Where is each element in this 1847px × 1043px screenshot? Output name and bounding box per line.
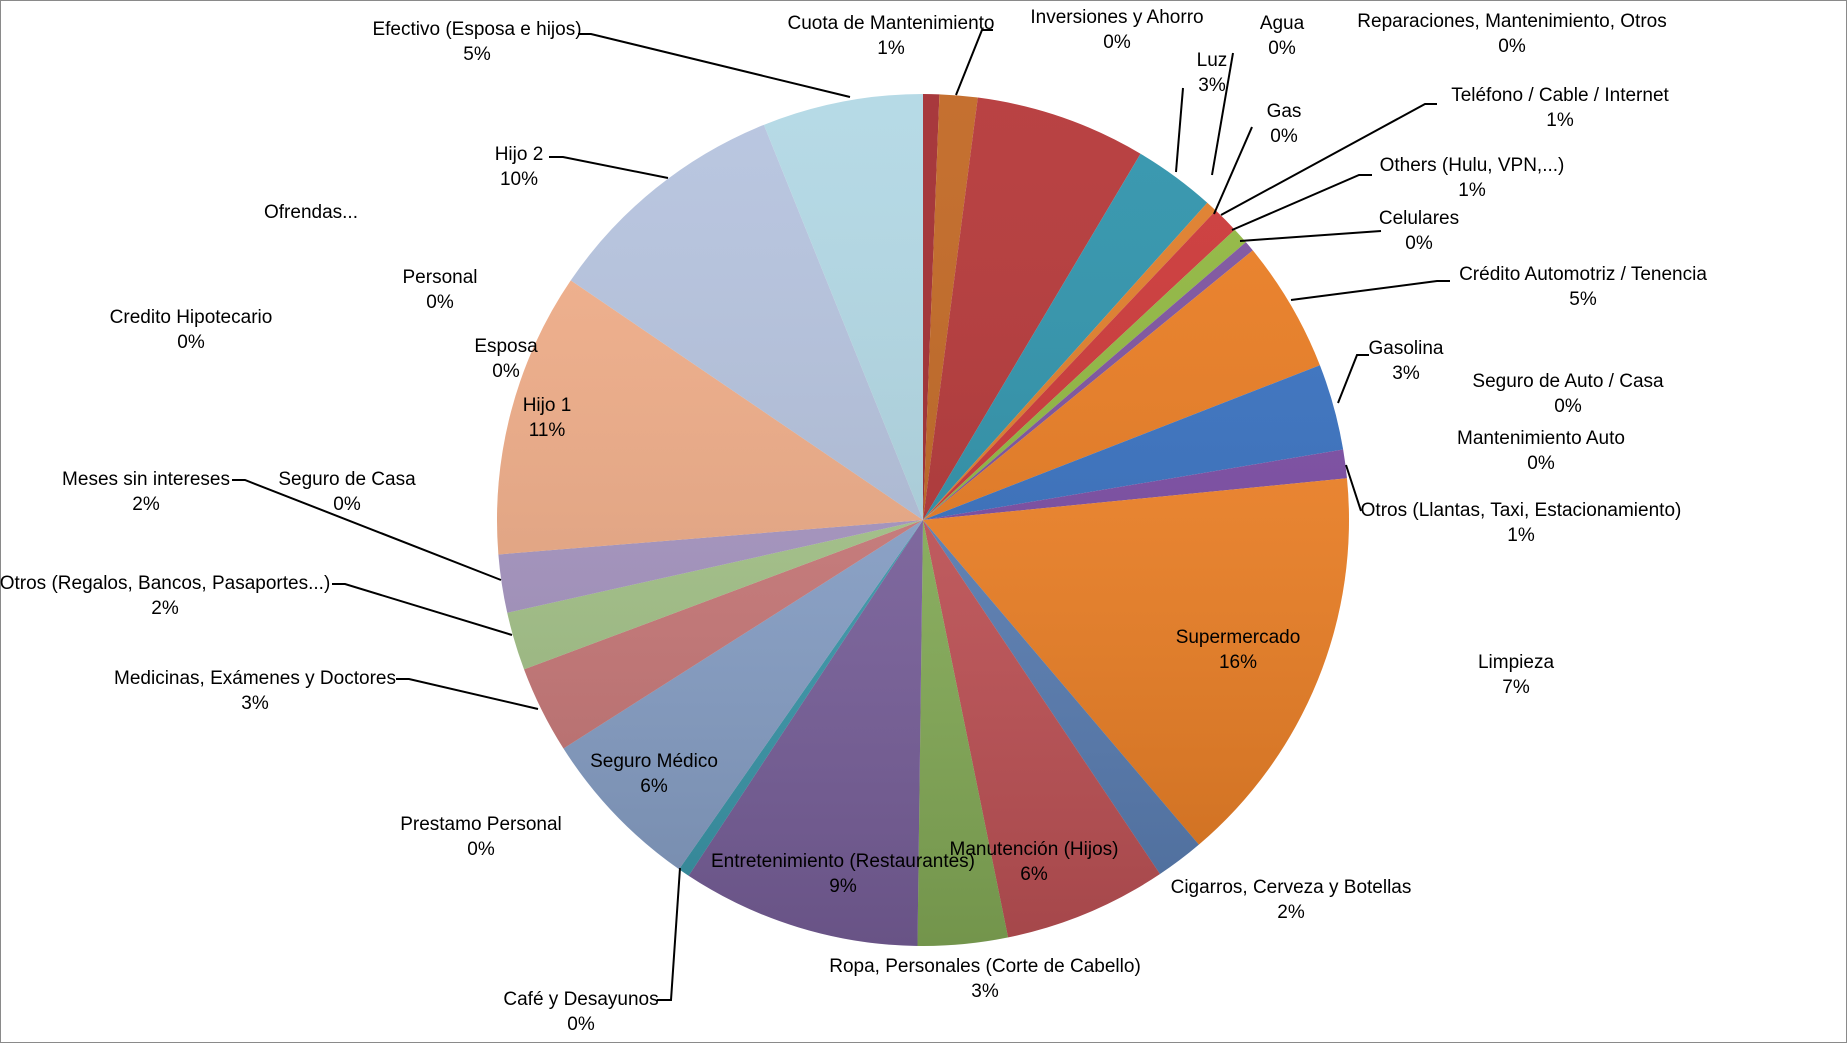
leader-line-efectivo-esposa-e-hijos	[578, 33, 851, 98]
slice-percent-hijo-2: 10%	[500, 169, 538, 190]
slice-label-cafe-y-desayunos: Café y Desayunos	[503, 989, 658, 1010]
slice-label-mantenimiento-auto: Mantenimiento Auto	[1457, 428, 1625, 449]
slice-percent-entretenimiento-restaurantes: 9%	[829, 876, 857, 897]
slice-label-otros-llantas-taxi-estacionamiento: Otros (Llantas, Taxi, Estacionamiento)	[1361, 500, 1682, 521]
leader-line-meses-sin-intereses	[232, 479, 502, 581]
slice-label-personal: Personal	[403, 267, 478, 288]
slice-label-agua: Agua	[1260, 13, 1305, 34]
slice-label-gasolina: Gasolina	[1369, 338, 1444, 359]
slice-percent-inversiones-y-ahorro: 0%	[1103, 32, 1131, 53]
slice-label-ofrendas: Ofrendas...	[264, 202, 358, 223]
slice-percent-efectivo-esposa-e-hijos: 5%	[463, 44, 491, 65]
slice-label-credito-automotriz-tenencia: Crédito Automotriz / Tenencia	[1459, 264, 1707, 285]
slice-label-seguro-de-casa: Seguro de Casa	[278, 469, 416, 490]
slice-label-manutencion-hijos: Manutención (Hijos)	[950, 839, 1119, 860]
slice-percent-credito-automotriz-tenencia: 5%	[1569, 289, 1597, 310]
slice-label-luz: Luz	[1197, 50, 1228, 71]
slice-label-seguro-medico: Seguro Médico	[590, 751, 718, 772]
slice-percent-otros-llantas-taxi-estacionamiento: 1%	[1507, 525, 1535, 546]
slice-label-cigarros-cerveza-y-botellas: Cigarros, Cerveza y Botellas	[1171, 877, 1412, 898]
slice-label-supermercado: Supermercado	[1176, 627, 1301, 648]
slice-percent-others-hulu-vpn: 1%	[1458, 180, 1486, 201]
slice-percent-personal: 0%	[426, 292, 454, 313]
slice-label-medicinas-examenes-y-doctores: Medicinas, Exámenes y Doctores	[114, 668, 396, 689]
slice-percent-esposa: 0%	[492, 361, 520, 382]
slice-percent-prestamo-personal: 0%	[467, 839, 495, 860]
slice-percent-ropa-personales-corte-de-cabello: 3%	[971, 981, 999, 1002]
slice-percent-manutencion-hijos: 6%	[1020, 864, 1048, 885]
leader-line-otros-regalos-bancos-pasaportes	[332, 583, 513, 636]
slice-percent-cafe-y-desayunos: 0%	[567, 1014, 595, 1035]
leader-line-gasolina	[1337, 354, 1369, 404]
slice-label-reparaciones-mantenimiento-otros: Reparaciones, Mantenimiento, Otros	[1357, 11, 1666, 32]
slice-label-entretenimiento-restaurantes: Entretenimiento (Restaurantes)	[711, 851, 975, 872]
slice-percent-seguro-de-auto-casa: 0%	[1554, 396, 1582, 417]
slice-percent-cuota-de-mantenimiento: 1%	[877, 38, 905, 59]
slice-percent-mantenimiento-auto: 0%	[1527, 453, 1555, 474]
leader-line-telefono-cable-internet	[1220, 103, 1437, 216]
slice-percent-supermercado: 16%	[1219, 652, 1257, 673]
slice-percent-otros-regalos-bancos-pasaportes: 2%	[151, 598, 179, 619]
leader-line-cafe-y-desayunos	[657, 867, 681, 1001]
slice-label-inversiones-y-ahorro: Inversiones y Ahorro	[1030, 7, 1203, 28]
slice-percent-seguro-medico: 6%	[640, 776, 668, 797]
leader-line-luz	[1175, 87, 1184, 173]
slice-label-otros-regalos-bancos-pasaportes: Otros (Regalos, Bancos, Pasaportes...)	[0, 573, 330, 594]
leader-line-agua	[1211, 52, 1234, 176]
leader-line-hijo-2	[549, 156, 669, 179]
slice-label-credito-hipotecario: Credito Hipotecario	[110, 307, 273, 328]
slice-percent-meses-sin-intereses: 2%	[132, 494, 160, 515]
slice-percent-medicinas-examenes-y-doctores: 3%	[241, 693, 269, 714]
slice-percent-gasolina: 3%	[1392, 363, 1420, 384]
slice-label-others-hulu-vpn: Others (Hulu, VPN,...)	[1380, 155, 1565, 176]
slice-percent-limpieza: 7%	[1502, 677, 1530, 698]
slice-percent-credito-hipotecario: 0%	[177, 332, 205, 353]
slice-percent-seguro-de-casa: 0%	[333, 494, 361, 515]
slice-percent-agua: 0%	[1268, 38, 1296, 59]
leader-line-medicinas-examenes-y-doctores	[396, 678, 539, 710]
slice-percent-cigarros-cerveza-y-botellas: 2%	[1277, 902, 1305, 923]
leader-line-cuota-de-mantenimiento	[955, 29, 993, 96]
leader-line-otros-llantas-taxi-estacionamiento	[1345, 464, 1362, 512]
leader-line-credito-automotriz-tenencia	[1290, 280, 1450, 301]
leader-line-gas	[1213, 126, 1253, 215]
leader-line-celulares	[1239, 230, 1382, 242]
slice-percent-luz: 3%	[1198, 75, 1226, 96]
leader-line-others-hulu-vpn	[1231, 174, 1372, 231]
slice-label-cuota-de-mantenimiento: Cuota de Mantenimiento	[787, 13, 994, 34]
slice-label-efectivo-esposa-e-hijos: Efectivo (Esposa e hijos)	[372, 19, 581, 40]
slice-percent-reparaciones-mantenimiento-otros: 0%	[1498, 36, 1526, 57]
slice-label-esposa: Esposa	[474, 336, 538, 357]
slice-label-ropa-personales-corte-de-cabello: Ropa, Personales (Corte de Cabello)	[829, 956, 1141, 977]
slice-label-hijo-1: Hijo 1	[523, 395, 572, 416]
slice-label-hijo-2: Hijo 2	[495, 144, 544, 165]
slice-percent-gas: 0%	[1270, 126, 1298, 147]
slice-percent-telefono-cable-internet: 1%	[1546, 110, 1574, 131]
slice-label-limpieza: Limpieza	[1478, 652, 1554, 673]
slice-percent-hijo-1: 11%	[529, 420, 566, 441]
slice-label-prestamo-personal: Prestamo Personal	[400, 814, 562, 835]
slice-label-meses-sin-intereses: Meses sin intereses	[62, 469, 230, 490]
slice-label-telefono-cable-internet: Teléfono / Cable / Internet	[1451, 85, 1669, 106]
slice-percent-celulares: 0%	[1405, 233, 1433, 254]
slice-label-seguro-de-auto-casa: Seguro de Auto / Casa	[1472, 371, 1664, 392]
slice-label-gas: Gas	[1267, 101, 1302, 122]
slice-label-celulares: Celulares	[1379, 208, 1459, 229]
